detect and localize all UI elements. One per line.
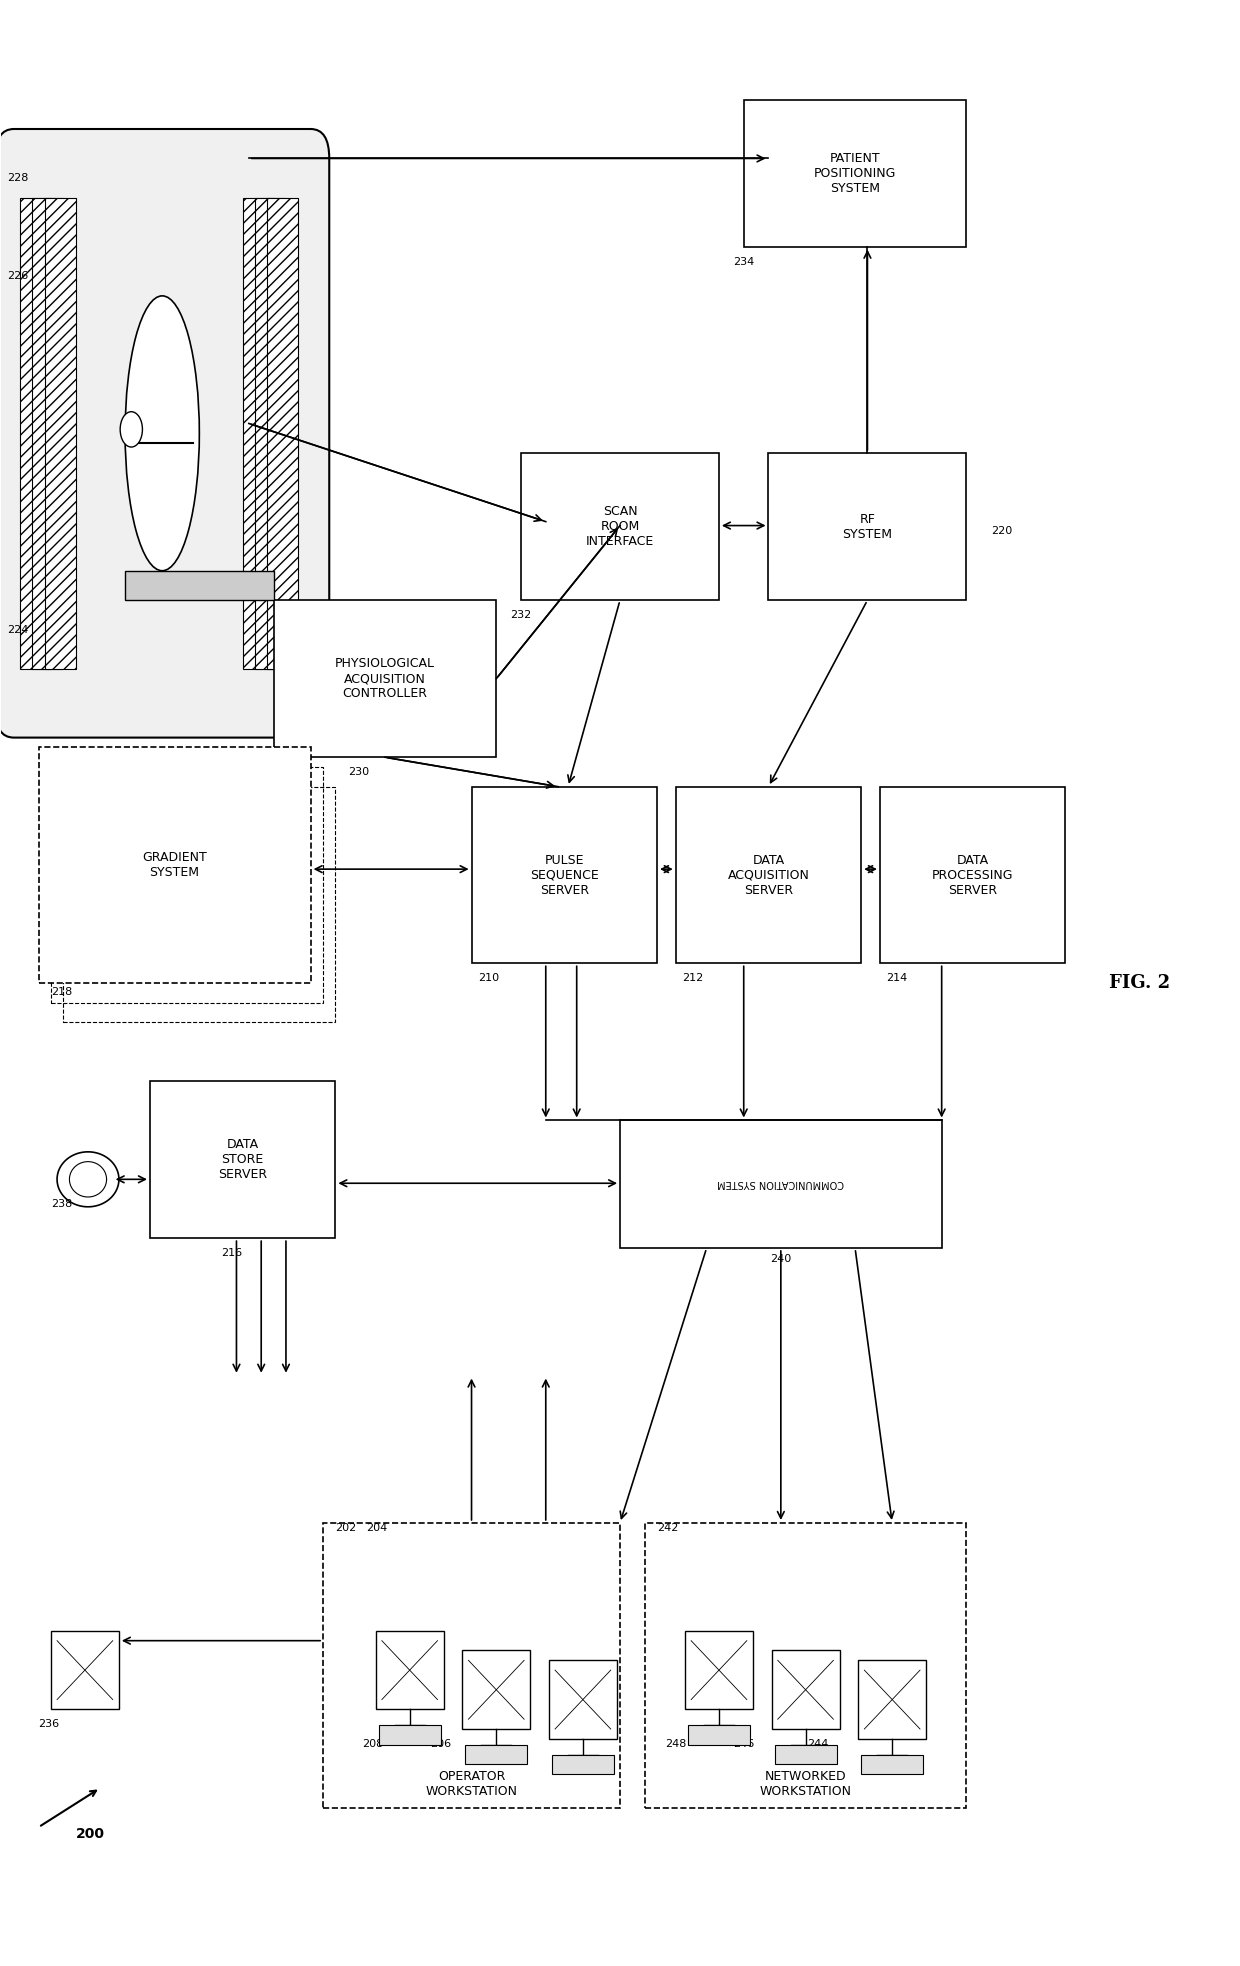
- Text: 222: 222: [193, 586, 215, 596]
- Bar: [20, 199, 51, 668]
- Bar: [63, 786, 336, 1022]
- Text: 204: 204: [366, 1524, 388, 1533]
- Text: RF
SYSTEM: RF SYSTEM: [842, 513, 893, 541]
- Bar: [324, 1524, 620, 1807]
- Text: 208: 208: [362, 1738, 383, 1750]
- Ellipse shape: [120, 411, 143, 446]
- Text: 240: 240: [770, 1254, 791, 1264]
- Text: COMMUNICATION SYSTEM: COMMUNICATION SYSTEM: [718, 1178, 844, 1187]
- Bar: [620, 1121, 941, 1248]
- Text: 236: 236: [38, 1718, 60, 1730]
- Text: OPERATOR
WORKSTATION: OPERATOR WORKSTATION: [425, 1769, 517, 1797]
- Bar: [645, 1524, 966, 1807]
- Bar: [880, 786, 1065, 963]
- Text: 216: 216: [222, 1248, 243, 1258]
- Bar: [463, 1651, 531, 1728]
- Text: 214: 214: [887, 973, 908, 983]
- Bar: [775, 1744, 837, 1764]
- Bar: [549, 1661, 618, 1738]
- Bar: [521, 452, 719, 600]
- Bar: [378, 1724, 440, 1744]
- Text: 212: 212: [682, 973, 703, 983]
- Text: 232: 232: [511, 609, 532, 619]
- Bar: [150, 1081, 336, 1239]
- Text: 206: 206: [430, 1738, 451, 1750]
- Bar: [688, 1724, 750, 1744]
- Text: 220: 220: [991, 527, 1012, 537]
- Bar: [274, 600, 496, 757]
- Bar: [255, 199, 286, 668]
- Bar: [676, 786, 862, 963]
- Text: 244: 244: [807, 1738, 828, 1750]
- Bar: [51, 767, 324, 1003]
- Bar: [32, 199, 63, 668]
- Text: DATA
PROCESSING
SERVER: DATA PROCESSING SERVER: [931, 853, 1013, 896]
- Bar: [51, 1632, 119, 1708]
- Bar: [858, 1661, 926, 1738]
- FancyBboxPatch shape: [0, 130, 330, 737]
- Bar: [862, 1754, 923, 1773]
- Bar: [465, 1744, 527, 1764]
- Text: GRADIENT
SYSTEM: GRADIENT SYSTEM: [143, 851, 207, 879]
- Bar: [268, 199, 299, 668]
- Bar: [684, 1632, 753, 1708]
- Text: NETWORKED
WORKSTATION: NETWORKED WORKSTATION: [760, 1769, 852, 1797]
- Bar: [744, 100, 966, 248]
- Bar: [552, 1754, 614, 1773]
- Text: 224: 224: [7, 625, 29, 635]
- Bar: [243, 199, 274, 668]
- Text: PULSE
SEQUENCE
SERVER: PULSE SEQUENCE SERVER: [529, 853, 599, 896]
- Text: 238: 238: [51, 1199, 72, 1209]
- Text: DATA
STORE
SERVER: DATA STORE SERVER: [218, 1138, 267, 1182]
- Text: 200: 200: [76, 1826, 104, 1842]
- Text: DATA
ACQUISITION
SERVER: DATA ACQUISITION SERVER: [728, 853, 810, 896]
- Text: 210: 210: [477, 973, 498, 983]
- Text: 246: 246: [733, 1738, 754, 1750]
- Bar: [769, 452, 966, 600]
- Text: 218: 218: [51, 987, 72, 997]
- Text: 230: 230: [347, 767, 370, 777]
- Bar: [38, 747, 311, 983]
- Text: PATIENT
POSITIONING
SYSTEM: PATIENT POSITIONING SYSTEM: [813, 151, 897, 195]
- Text: FIG. 2: FIG. 2: [1109, 973, 1171, 993]
- Text: 242: 242: [657, 1524, 678, 1533]
- Text: 226: 226: [7, 271, 29, 281]
- Text: 234: 234: [733, 258, 754, 267]
- Text: PHYSIOLOGICAL
ACQUISITION
CONTROLLER: PHYSIOLOGICAL ACQUISITION CONTROLLER: [335, 657, 435, 700]
- Bar: [471, 786, 657, 963]
- Text: SCAN
ROOM
INTERFACE: SCAN ROOM INTERFACE: [585, 505, 655, 549]
- Ellipse shape: [125, 295, 200, 570]
- Text: 228: 228: [7, 173, 29, 183]
- Bar: [125, 570, 274, 600]
- Bar: [771, 1651, 839, 1728]
- Text: 248: 248: [665, 1738, 687, 1750]
- Bar: [376, 1632, 444, 1708]
- Text: 202: 202: [336, 1524, 357, 1533]
- Bar: [45, 199, 76, 668]
